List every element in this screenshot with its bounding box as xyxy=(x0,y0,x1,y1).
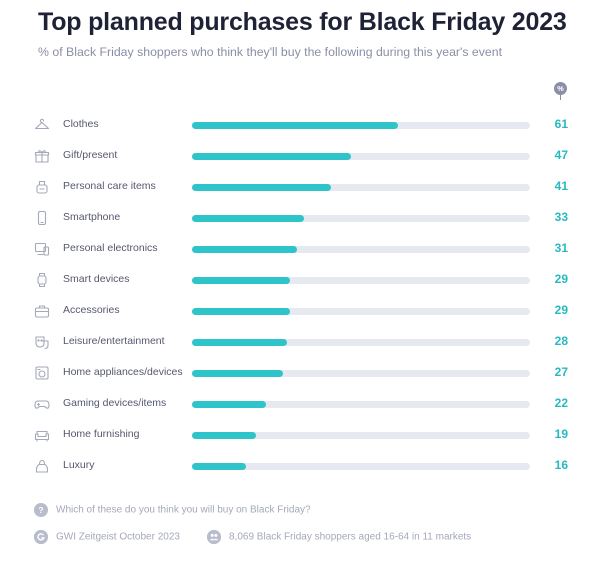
bar xyxy=(192,122,399,129)
bar-track xyxy=(192,339,530,346)
bar xyxy=(192,463,247,470)
bar xyxy=(192,215,304,222)
value-label: 33 xyxy=(554,210,568,224)
category-label: Luxury xyxy=(63,459,95,471)
footer-source: GWI Zeitgeist October 2023 xyxy=(34,530,180,544)
footer-question: ? Which of these do you think you will bu… xyxy=(34,503,311,517)
appliance-icon xyxy=(34,365,50,381)
bar xyxy=(192,339,287,346)
bar-track xyxy=(192,153,530,160)
bar-track xyxy=(192,308,530,315)
bar-row: Personal electronics 31 xyxy=(0,239,602,261)
people-icon xyxy=(207,530,221,544)
value-label: 29 xyxy=(554,272,568,286)
care-products-icon xyxy=(34,179,50,195)
category-label: Gaming devices/items xyxy=(63,397,167,409)
value-label: 31 xyxy=(554,241,568,255)
value-label: 61 xyxy=(554,117,568,131)
bar xyxy=(192,246,297,253)
category-label: Personal care items xyxy=(63,180,156,192)
smartwatch-icon xyxy=(34,272,50,288)
bar-row: Smart devices 29 xyxy=(0,270,602,292)
gift-icon xyxy=(34,148,50,164)
category-label: Accessories xyxy=(63,304,120,316)
bar-track xyxy=(192,184,530,191)
bar-track xyxy=(192,246,530,253)
bar-row: Home appliances/devices 27 xyxy=(0,363,602,385)
entertainment-icon xyxy=(34,334,50,350)
category-label: Gift/present xyxy=(63,149,118,161)
bar xyxy=(192,277,291,284)
bar-row: Home furnishing 19 xyxy=(0,425,602,447)
category-label: Clothes xyxy=(63,118,99,130)
bar xyxy=(192,370,284,377)
smartphone-icon xyxy=(34,210,50,226)
footer-sample: 8,069 Black Friday shoppers aged 16-64 i… xyxy=(207,530,471,544)
bar-track xyxy=(192,432,530,439)
value-label: 41 xyxy=(554,179,568,193)
percent-badge-stem xyxy=(560,95,561,100)
bar-row: Clothes 61 xyxy=(0,115,602,137)
accessories-icon xyxy=(34,303,50,319)
footer-source-text: GWI Zeitgeist October 2023 xyxy=(56,531,180,543)
bar xyxy=(192,432,257,439)
category-label: Smart devices xyxy=(63,273,130,285)
question-icon: ? xyxy=(34,503,48,517)
value-label: 47 xyxy=(554,148,568,162)
hanger-icon xyxy=(34,117,50,133)
sofa-icon xyxy=(34,427,50,443)
chart-title: Top planned purchases for Black Friday 2… xyxy=(38,8,567,36)
bar xyxy=(192,153,351,160)
luxury-bag-icon xyxy=(34,458,50,474)
bar-track xyxy=(192,463,530,470)
category-label: Leisure/entertainment xyxy=(63,335,165,347)
bar-row: Gaming devices/items 22 xyxy=(0,394,602,416)
footer-question-text: Which of these do you think you will buy… xyxy=(56,504,311,516)
chart-subtitle: % of Black Friday shoppers who think the… xyxy=(38,45,503,59)
bar-row: Accessories 29 xyxy=(0,301,602,323)
bar-track xyxy=(192,215,530,222)
bar-track xyxy=(192,370,530,377)
bar-row: Gift/present 47 xyxy=(0,146,602,168)
bar xyxy=(192,308,291,315)
value-label: 16 xyxy=(554,458,568,472)
percent-unit-badge: % xyxy=(554,82,567,95)
bar xyxy=(192,401,267,408)
bar-track xyxy=(192,122,530,129)
bar-track xyxy=(192,277,530,284)
gamepad-icon xyxy=(34,396,50,412)
value-label: 27 xyxy=(554,365,568,379)
bar-row: Leisure/entertainment 28 xyxy=(0,332,602,354)
value-label: 22 xyxy=(554,396,568,410)
value-label: 29 xyxy=(554,303,568,317)
bar-row: Personal care items 41 xyxy=(0,177,602,199)
value-label: 28 xyxy=(554,334,568,348)
value-label: 19 xyxy=(554,427,568,441)
category-label: Home furnishing xyxy=(63,428,140,440)
category-label: Personal electronics xyxy=(63,242,158,254)
footer-sample-text: 8,069 Black Friday shoppers aged 16-64 i… xyxy=(229,531,472,543)
electronics-icon xyxy=(34,241,50,257)
category-label: Smartphone xyxy=(63,211,121,223)
gwi-logo-icon xyxy=(34,530,48,544)
bar-row: Luxury 16 xyxy=(0,456,602,478)
bar-row: Smartphone 33 xyxy=(0,208,602,230)
category-label: Home appliances/devices xyxy=(63,366,183,378)
bar-track xyxy=(192,401,530,408)
bar xyxy=(192,184,331,191)
